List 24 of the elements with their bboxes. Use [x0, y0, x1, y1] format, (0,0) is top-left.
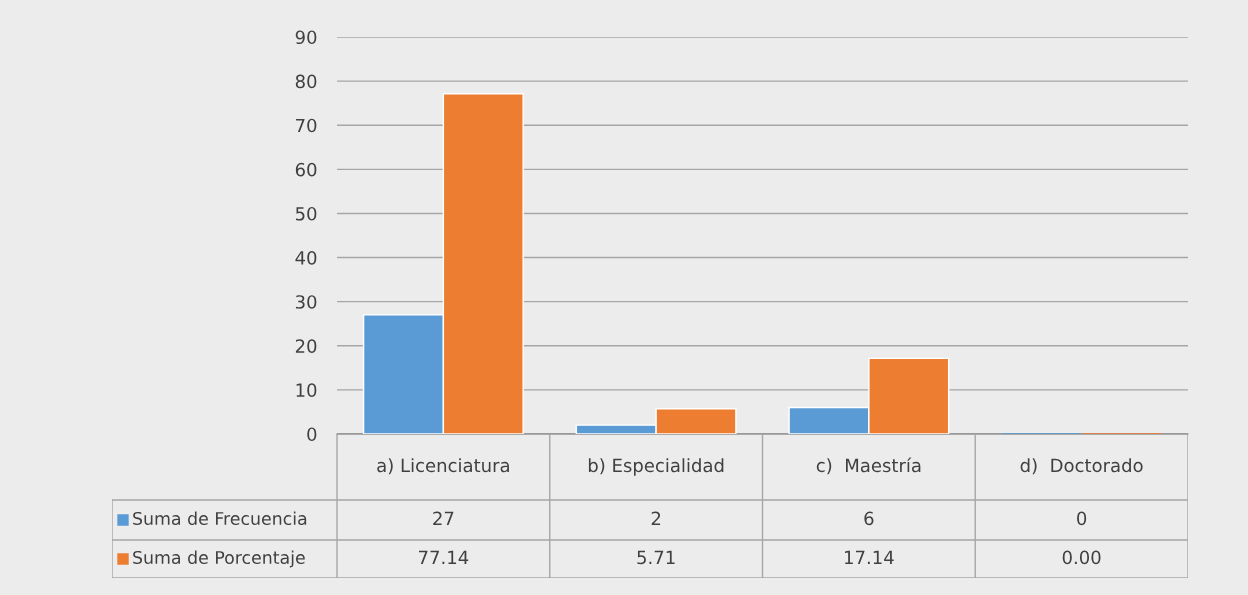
x-tick-label: c) Maestría [816, 457, 921, 475]
data-label: 0.00 [1062, 550, 1101, 565]
x-tick-label: a) Licenciatura [377, 458, 509, 475]
y-tick-label: 20 [295, 339, 317, 353]
y-tick-label: 90 [295, 30, 317, 45]
y-tick-label: 70 [296, 118, 317, 133]
legend-label: Suma de Porcentaje [133, 550, 305, 568]
y-tick-label: 50 [295, 206, 317, 221]
x-tick-label: d) Doctorado [1020, 458, 1143, 475]
y-tick-label: 60 [295, 162, 317, 177]
y-tick-label: 0 [307, 427, 317, 442]
data-label: 17.14 [845, 550, 894, 564]
y-tick-label: 40 [295, 251, 317, 265]
legend-label: Suma de Frecuencia [133, 511, 307, 526]
y-tick-label: 10 [296, 383, 317, 398]
x-tick-label: b) Especialidad [588, 458, 724, 476]
data-label: 5.71 [637, 550, 675, 565]
data-label: 0 [1077, 511, 1087, 526]
y-tick-label: 80 [295, 74, 317, 89]
data-label: 2 [651, 511, 661, 525]
data-label: 6 [864, 511, 874, 526]
data-label: 27 [433, 511, 454, 525]
data-label: 77.14 [419, 550, 469, 564]
y-tick-label: 30 [295, 295, 317, 309]
